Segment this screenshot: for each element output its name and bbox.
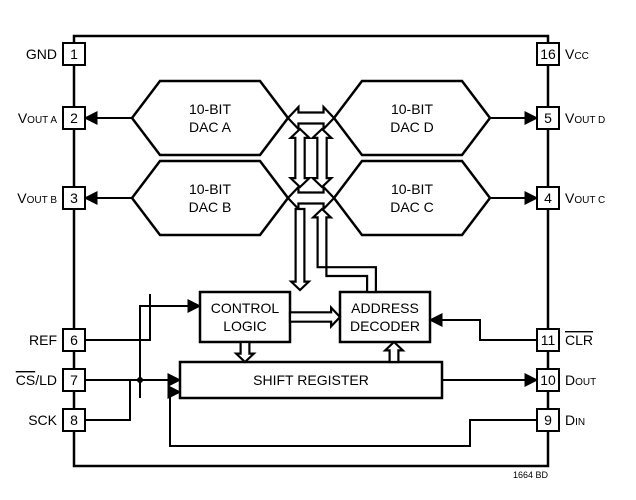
svg-text:CONTROL: CONTROL (211, 300, 280, 316)
bus-dac-b-c (288, 187, 334, 209)
wire-clr (430, 320, 537, 340)
svg-text:10: 10 (540, 372, 556, 388)
bus-shift-to-addr (385, 342, 403, 362)
pin-8-label: SCK (28, 412, 57, 428)
pin-16-label: VCC (565, 46, 589, 62)
svg-text:DAC B: DAC B (189, 199, 232, 215)
svg-text:11: 11 (541, 332, 556, 348)
bus-ctl-to-shift (236, 342, 254, 362)
pin-4-label: VOUT C (565, 190, 605, 206)
wire-sck (85, 380, 180, 420)
svg-text:16: 16 (540, 46, 556, 62)
svg-text:LOGIC: LOGIC (223, 318, 267, 334)
svg-text:DAC C: DAC C (390, 199, 434, 215)
pin-9-label: DIN (565, 412, 585, 428)
svg-text:10-BIT: 10-BIT (189, 101, 231, 117)
bus-dac-a-d (288, 107, 334, 129)
block-diagram-svg: 1 GND 2 VOUT A 3 VOUT B 6 REF 7 CS/LD 8 SCK 16 VCC 5 VO… (0, 0, 636, 500)
svg-text:10-BIT: 10-BIT (189, 181, 231, 197)
svg-text:9: 9 (544, 412, 552, 428)
pin-1-label: GND (26, 46, 57, 62)
bus-vert-right (313, 129, 332, 187)
part-number: 1664 BD (513, 470, 549, 480)
pin-10-label: DOUT (565, 372, 596, 388)
dac-d (334, 81, 490, 155)
dac-c (334, 161, 490, 235)
bus-down-left (291, 209, 309, 290)
svg-text:DAC D: DAC D (390, 119, 434, 135)
pin-7-label: CS/LD (16, 372, 57, 388)
svg-text:7: 7 (70, 372, 78, 388)
dac-b (132, 161, 288, 235)
svg-text:8: 8 (70, 412, 78, 428)
svg-text:SHIFT REGISTER: SHIFT REGISTER (253, 372, 369, 388)
svg-text:3: 3 (70, 190, 78, 206)
svg-text:2: 2 (70, 110, 78, 126)
wire-din (170, 392, 537, 446)
svg-text:4: 4 (544, 190, 552, 206)
pin-2-label: VOUT A (18, 110, 57, 126)
svg-text:5: 5 (544, 110, 552, 126)
svg-text:10-BIT: 10-BIT (391, 181, 433, 197)
bus-ctl-to-addr (290, 308, 340, 327)
svg-text:1: 1 (70, 46, 78, 62)
pin-5-label: VOUT D (565, 110, 605, 126)
svg-text:DECODER: DECODER (350, 318, 420, 334)
svg-text:10-BIT: 10-BIT (391, 101, 433, 117)
svg-text:6: 6 (70, 332, 78, 348)
pin-6-label: REF (29, 332, 57, 348)
svg-text:DAC A: DAC A (189, 119, 232, 135)
pin-11-label: CLR (565, 332, 593, 348)
pin-3-label: VOUT B (17, 190, 57, 206)
dac-a (132, 81, 288, 155)
bus-vert-left (291, 129, 310, 187)
svg-text:ADDRESS: ADDRESS (351, 300, 419, 316)
diagram-stage: 1 GND 2 VOUT A 3 VOUT B 6 REF 7 CS/LD 8 SCK 16 VCC 5 VO… (0, 0, 636, 500)
